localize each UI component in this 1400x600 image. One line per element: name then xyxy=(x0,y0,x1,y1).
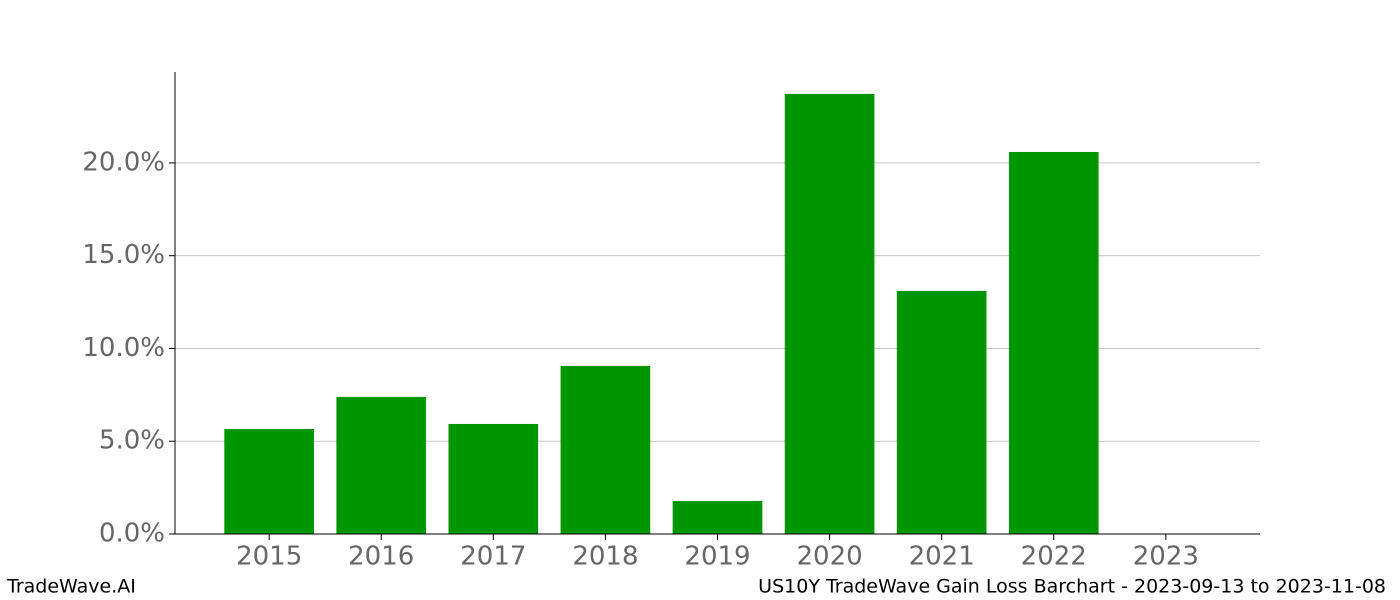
x-tick-label: 2015 xyxy=(236,542,302,572)
source-label: TradeWave.AI xyxy=(6,576,136,598)
bar xyxy=(784,93,875,534)
bar xyxy=(1008,151,1099,534)
x-tick-label: 2021 xyxy=(909,542,975,572)
y-tick-label: 15.0% xyxy=(82,240,165,270)
x-tick-label: 2019 xyxy=(684,542,750,572)
bar xyxy=(672,500,763,534)
y-tick-label: 0.0% xyxy=(99,519,165,549)
x-tick-label: 2020 xyxy=(797,542,863,572)
x-tick-label: 2023 xyxy=(1133,542,1199,572)
x-tick-label: 2017 xyxy=(460,542,526,572)
bar xyxy=(896,290,987,534)
x-tick-label: 2018 xyxy=(572,542,638,572)
bar xyxy=(448,423,539,534)
x-tick-label: 2022 xyxy=(1021,542,1087,572)
bar xyxy=(224,428,314,534)
bar xyxy=(560,365,651,534)
y-tick-label: 20.0% xyxy=(82,147,165,177)
x-tick-label: 2016 xyxy=(348,542,414,572)
y-tick-label: 10.0% xyxy=(82,333,165,363)
bar xyxy=(336,396,427,534)
chart-title: US10Y TradeWave Gain Loss Barchart - 202… xyxy=(758,576,1386,598)
y-tick-label: 5.0% xyxy=(99,426,165,456)
